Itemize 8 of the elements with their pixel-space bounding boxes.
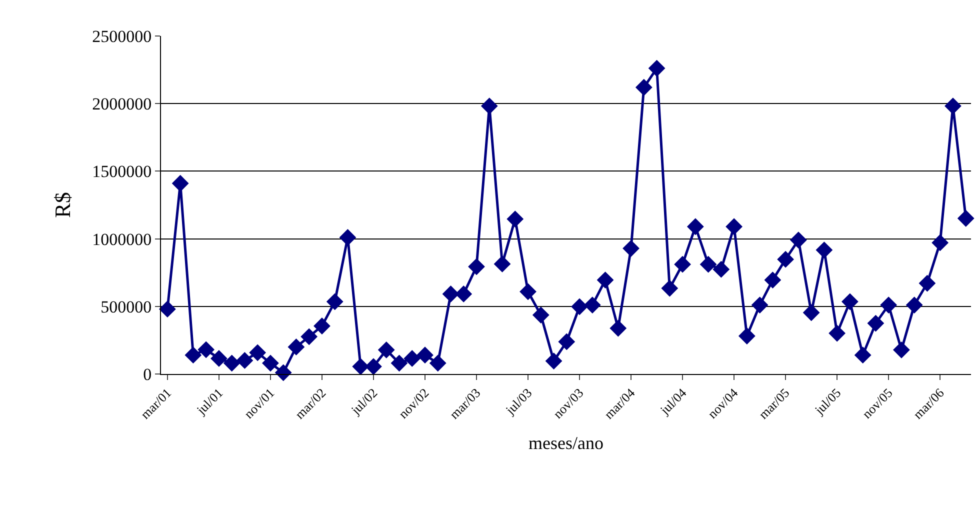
y-tick-label: 1500000 xyxy=(92,162,152,182)
y-tick-label: 2000000 xyxy=(92,94,152,114)
y-tick-label: 2500000 xyxy=(92,26,152,46)
y-tick-label: 0 xyxy=(143,364,152,384)
y-tick-label: 1000000 xyxy=(92,230,152,249)
x-axis-title: meses/ano xyxy=(528,432,604,453)
y-axis-title: R$ xyxy=(50,192,75,218)
y-tick-label: 500000 xyxy=(100,297,152,316)
